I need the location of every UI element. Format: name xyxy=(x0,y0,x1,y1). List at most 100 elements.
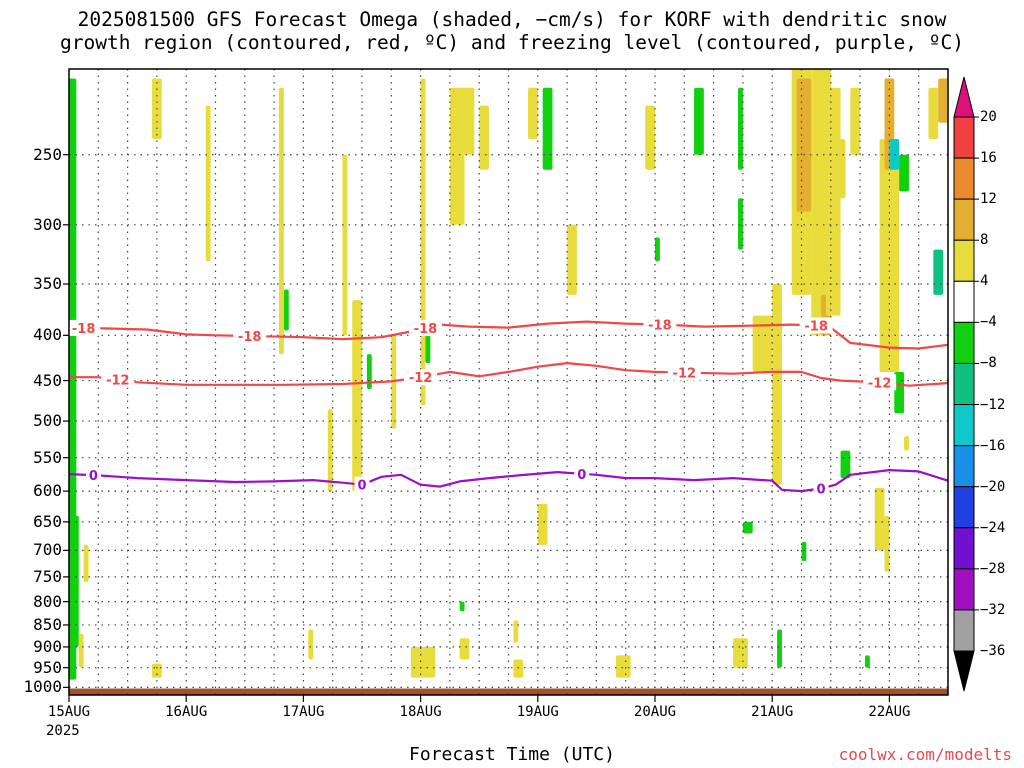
colorbar-tick-label: 8 xyxy=(980,232,989,249)
omega-shaded-region xyxy=(342,154,348,336)
credit-link[interactable]: coolwx.com/modelts xyxy=(838,745,1012,764)
x-tick-label: 22AUG xyxy=(868,704,911,720)
omega-shaded-region xyxy=(811,69,831,336)
contour-label-background xyxy=(233,327,267,344)
colorbar-bottom-arrow xyxy=(953,650,975,692)
omega-shaded-region xyxy=(738,198,743,250)
contour-label-background xyxy=(574,465,590,482)
y-tick-label: 950 xyxy=(33,657,62,677)
omega-shaded-region xyxy=(742,521,753,534)
omega-shaded-region xyxy=(825,87,841,316)
omega-shaded-region xyxy=(528,87,538,140)
colorbar-tick-label: −16 xyxy=(980,437,1006,454)
colorbar-top-arrow xyxy=(953,76,975,118)
contour-label: -12 xyxy=(673,367,697,382)
omega-shaded-region xyxy=(850,87,861,155)
contour-label: 0 xyxy=(357,479,366,494)
contour-label: 0 xyxy=(577,468,586,483)
colorbar-segment xyxy=(953,445,975,488)
contour-label-background xyxy=(643,316,677,333)
contour-label-background xyxy=(813,480,829,497)
omega-shaded-region xyxy=(933,249,944,295)
omega-shaded-region xyxy=(874,487,885,551)
contour-label: -18 xyxy=(238,330,262,345)
colorbar-segment xyxy=(953,321,975,364)
omega-shaded-region xyxy=(352,300,362,492)
colorbar-segment xyxy=(953,157,975,200)
x-axis-year-label: 2025 xyxy=(46,723,80,739)
contour-label-background xyxy=(667,364,701,381)
omega-shaded-region xyxy=(884,515,890,572)
colorbar-tick-label: 16 xyxy=(980,150,997,167)
colorbar-segment xyxy=(953,362,975,406)
x-tick-label: 17AUG xyxy=(282,704,325,720)
omega-shaded-region xyxy=(894,371,905,414)
omega-shaded-region xyxy=(879,139,900,372)
colorbar-tick-label: 4 xyxy=(980,273,989,290)
omega-shaded-region xyxy=(567,224,577,295)
omega-shaded-region xyxy=(449,87,475,155)
x-axis-title: Forecast Time (UTC) xyxy=(409,744,615,765)
chart-title-line-1: 2025081500 GFS Forecast Omega (shaded, −… xyxy=(77,8,947,31)
omega-shaded-region xyxy=(928,87,939,140)
omega-shaded-region xyxy=(864,655,870,668)
y-tick-label: 700 xyxy=(33,540,62,560)
omega-shaded-region xyxy=(459,638,470,660)
y-tick-label: 750 xyxy=(33,566,62,586)
colorbar-tick-label: −8 xyxy=(980,355,997,372)
omega-shaded-region xyxy=(366,354,372,390)
contour-label: 0 xyxy=(89,469,98,484)
omega-shaded-region xyxy=(615,655,631,678)
x-tick-label: 15AUG xyxy=(47,704,91,720)
omega-shaded-region xyxy=(78,633,84,668)
y-tick-label: 1000 xyxy=(23,677,62,697)
contour-label-background xyxy=(404,369,438,386)
colorbar-tick-label: −24 xyxy=(980,519,1006,536)
colorbar-segment xyxy=(953,198,975,241)
surface-ground-band xyxy=(69,688,948,695)
omega-shaded-region xyxy=(327,409,333,492)
chart-title-line-2: growth region (contoured, red, ºC) and f… xyxy=(60,31,964,54)
contour-label-background xyxy=(101,371,135,388)
y-tick-label: 250 xyxy=(33,144,62,164)
omega-shaded-region xyxy=(513,620,519,643)
omega-shaded-region xyxy=(542,87,553,170)
contour-label: -12 xyxy=(106,374,130,389)
y-tick-label: 350 xyxy=(33,274,62,294)
y-tick-label: 800 xyxy=(33,591,62,611)
omega-shaded-region xyxy=(738,87,743,170)
y-tick-label: 850 xyxy=(33,614,62,634)
contour-label-background xyxy=(67,319,101,336)
x-tick-label: 16AUG xyxy=(165,704,208,720)
omega-shaded-region xyxy=(752,315,773,372)
omega-shaded-region xyxy=(835,139,846,199)
contour-label: -18 xyxy=(72,322,96,337)
omega-shaded-region xyxy=(152,663,162,678)
omega-shaded-region xyxy=(278,87,284,355)
omega-shaded-region xyxy=(645,105,655,170)
contour-label: -18 xyxy=(414,322,438,337)
colorbar-segment xyxy=(953,116,975,159)
omega-shaded-region xyxy=(840,450,851,479)
y-tick-label: 650 xyxy=(33,511,62,531)
omega-shaded-region xyxy=(513,659,524,678)
omega-shaded-region xyxy=(71,515,79,647)
colorbar-tick-label: 12 xyxy=(980,191,997,208)
colorbar-segment xyxy=(953,568,975,611)
contour-line xyxy=(69,362,949,387)
y-tick-label: 400 xyxy=(33,325,62,345)
x-tick-label: 18AUG xyxy=(399,704,442,720)
omega-shaded-region xyxy=(694,87,704,155)
y-tick-label: 600 xyxy=(33,481,62,501)
contour-label-background xyxy=(863,374,897,391)
colorbar-tick-label: −28 xyxy=(980,560,1006,577)
contour-label: -12 xyxy=(409,371,433,386)
contour-label-background xyxy=(408,320,442,337)
omega-shaded-region xyxy=(479,105,489,170)
omega-shaded-region xyxy=(938,78,948,123)
colorbar-tick-label: −20 xyxy=(980,478,1006,495)
omega-shaded-region xyxy=(283,289,289,331)
omega-shaded-region xyxy=(777,629,782,668)
plot-frame xyxy=(68,68,949,696)
